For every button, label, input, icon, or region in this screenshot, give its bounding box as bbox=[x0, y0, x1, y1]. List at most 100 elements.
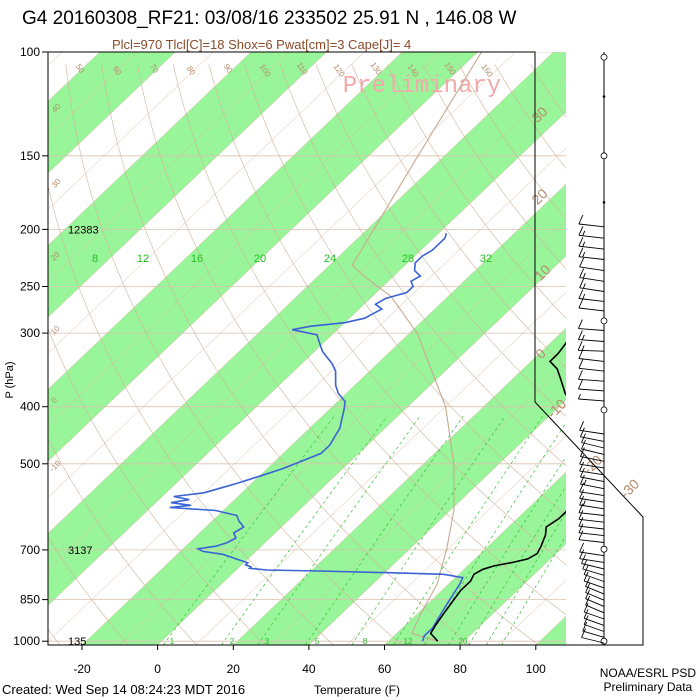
wind-barb-half-feather bbox=[581, 334, 585, 341]
mixing-ratio-bottom-label: 1 bbox=[170, 637, 175, 646]
wind-barb-shaft bbox=[585, 592, 605, 601]
dry-adiabat-line bbox=[566, 65, 700, 646]
parcel-line bbox=[351, 52, 483, 642]
wind-barb-feather bbox=[582, 559, 588, 570]
wind-barb-shaft bbox=[579, 463, 605, 469]
wind-barb-feather bbox=[578, 214, 584, 225]
dry-adiabat-line bbox=[315, 64, 566, 417]
wind-calm-marker bbox=[600, 637, 608, 645]
wind-barb-feather bbox=[583, 615, 589, 625]
wind-barb-feather bbox=[579, 447, 585, 457]
wind-barb-shaft bbox=[579, 498, 605, 503]
isotherm-line bbox=[48, 52, 365, 354]
isotherm-line bbox=[459, 543, 566, 645]
wind-barb-feather bbox=[579, 268, 585, 278]
wind-calm-marker bbox=[600, 152, 608, 160]
isotherm-line bbox=[48, 52, 478, 462]
y-axis-label: P (hPa) bbox=[4, 361, 16, 398]
wind-barb-feather bbox=[579, 489, 585, 499]
wind-barb-feather bbox=[579, 467, 585, 478]
x-tick-label: 0 bbox=[154, 662, 161, 676]
wind-barb-shaft bbox=[579, 551, 605, 557]
wind-barb-shaft bbox=[585, 585, 605, 595]
wind-barb-feather bbox=[578, 298, 584, 309]
dry-adiabat-line bbox=[48, 327, 266, 645]
dry-adiabat-line bbox=[208, 64, 566, 566]
x-tick-label: 60 bbox=[378, 662, 392, 676]
green-band bbox=[687, 52, 700, 645]
dry-adiabat-line bbox=[48, 537, 129, 645]
isotherm-line bbox=[384, 471, 566, 645]
y-tick-label: 700 bbox=[20, 543, 40, 557]
wind-barb-shaft bbox=[578, 378, 605, 382]
green-band bbox=[48, 52, 566, 606]
mixing-ratio-line bbox=[393, 415, 544, 645]
wind-barb-shaft bbox=[578, 328, 605, 331]
wind-barb-feather bbox=[579, 278, 585, 288]
wind-barb-half-feather bbox=[583, 479, 587, 485]
dry-adiabat-line bbox=[638, 65, 700, 646]
dry-adiabat-line bbox=[387, 64, 566, 319]
isotherm-line bbox=[611, 52, 700, 645]
wind-barb-half-feather bbox=[582, 230, 586, 236]
wind-barb-feather bbox=[577, 370, 583, 380]
isotherm-line bbox=[48, 52, 252, 246]
dry-adiabat-line bbox=[65, 64, 402, 645]
frame-outline bbox=[47, 51, 644, 646]
wind-barb-feather bbox=[578, 523, 584, 533]
dry-adiabat-line bbox=[351, 64, 566, 368]
mixing-ratio-lines bbox=[163, 415, 566, 645]
wind-barb-feather bbox=[577, 379, 583, 390]
dry-adiabat-line bbox=[244, 64, 566, 516]
wind-barb-shaft bbox=[578, 388, 605, 392]
wind-barb-feather bbox=[585, 589, 591, 599]
mixing-ratio-bottom-label: 3 bbox=[265, 637, 270, 646]
mixing-ratio-top-label: 24 bbox=[324, 253, 336, 265]
credit-block: NOAA/ESRL PSD Preliminary Data bbox=[600, 666, 696, 694]
isotherm-line bbox=[48, 52, 214, 210]
wind-barb-feather bbox=[577, 319, 583, 329]
wind-dot-marker bbox=[602, 201, 606, 204]
height-label: 12383 bbox=[68, 224, 99, 236]
wind-barb-feather bbox=[585, 583, 591, 593]
isotherm-line bbox=[48, 52, 403, 390]
wind-barb-shaft bbox=[578, 532, 605, 537]
mixing-ratio-bottom-label: 2 bbox=[230, 637, 235, 646]
wind-barb-shaft bbox=[580, 456, 605, 462]
wind-barb-shaft bbox=[579, 266, 605, 272]
isotherm-line bbox=[81, 183, 566, 645]
isotherm-line bbox=[48, 52, 554, 534]
dry-adiabat-line bbox=[674, 65, 700, 646]
dry-adiabat-lines bbox=[48, 64, 700, 646]
wind-barb-feather bbox=[578, 237, 584, 247]
wind-barb-feather bbox=[579, 427, 585, 437]
wind-barb-shaft bbox=[581, 442, 605, 449]
wind-barb-feather bbox=[583, 571, 589, 582]
wind-barb-feather bbox=[583, 602, 589, 613]
temperature-profile bbox=[429, 341, 566, 642]
isotherm-line bbox=[574, 52, 700, 645]
dewpoint-line bbox=[169, 232, 464, 642]
mixing-ratio-line bbox=[221, 415, 388, 645]
dry-adiabat-label: 80 bbox=[185, 64, 198, 77]
mixing-ratio-bottom-label: 20 bbox=[459, 637, 468, 646]
isotherm-line bbox=[48, 147, 566, 642]
mixing-ratio-line bbox=[448, 456, 566, 645]
x-axis-label: Temperature (F) bbox=[314, 683, 400, 697]
isotherm-line bbox=[270, 363, 566, 645]
height-labels: 12383 3137 135 bbox=[68, 224, 99, 648]
wind-dot-marker bbox=[602, 95, 606, 98]
credit-line-2: Preliminary Data bbox=[603, 680, 693, 694]
wind-barb-feather bbox=[579, 421, 585, 431]
wind-barb-shaft bbox=[583, 611, 605, 620]
wind-barb-feather bbox=[578, 517, 584, 527]
wind-barb-half-feather bbox=[577, 393, 581, 400]
temperature-line bbox=[429, 341, 566, 642]
height-label: 135 bbox=[68, 636, 86, 648]
wind-barb-shaft bbox=[578, 339, 605, 342]
wind-barb-feather bbox=[578, 349, 584, 359]
y-tick-label: 200 bbox=[20, 222, 40, 236]
wind-barb-feather bbox=[581, 628, 586, 638]
isotherm-line bbox=[48, 75, 566, 570]
wind-barbs bbox=[577, 52, 608, 645]
